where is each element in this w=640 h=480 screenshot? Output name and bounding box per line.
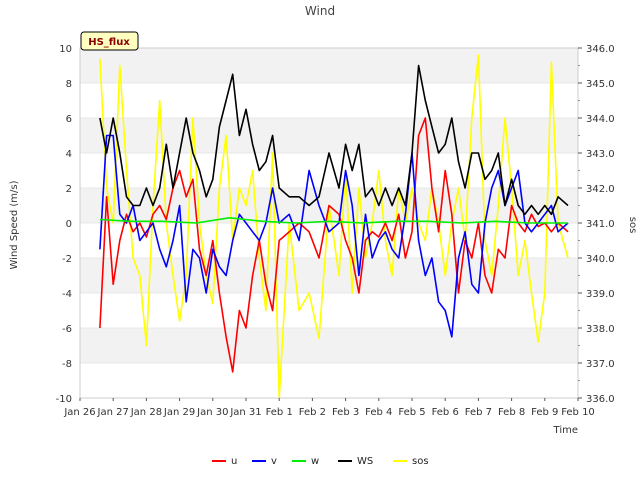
y-tick-label: -8	[62, 359, 72, 370]
y-tick-label: -2	[62, 254, 72, 265]
grid-band	[80, 258, 578, 293]
x-tick-label: Jan 27	[97, 407, 129, 418]
y-tick-label: 2	[66, 184, 72, 195]
y-tick-label: 8	[66, 79, 72, 90]
x-axis-label: Time	[553, 425, 578, 436]
y-tick-label: 4	[66, 149, 72, 160]
series-line-sos	[99, 54, 569, 399]
grid-band	[80, 83, 578, 118]
y-tick-label: -10	[56, 394, 72, 405]
y-right-tick-label: 345.0	[586, 79, 615, 90]
x-tick-label: Feb 9	[531, 407, 558, 418]
series-layer	[99, 54, 569, 399]
y-right-tick-label: 340.0	[586, 254, 615, 265]
y-right-tick-label: 336.0	[586, 394, 615, 405]
annotation-label: HS_flux	[88, 37, 130, 48]
y-tick-label: -6	[62, 324, 72, 335]
y-right-tick-label: 339.0	[586, 289, 615, 300]
series-line-w	[99, 217, 568, 224]
grid-band	[80, 328, 578, 363]
y-axis-right-label: sos	[627, 217, 638, 234]
x-tick-label: Jan 29	[163, 407, 195, 418]
x-tick-label: Feb 8	[498, 407, 525, 418]
y-right-tick-label: 338.0	[586, 324, 615, 335]
x-tick-label: Jan 28	[130, 407, 162, 418]
annotation-box: HS_flux	[80, 31, 139, 51]
y-right-tick-label: 337.0	[586, 359, 615, 370]
legend-label-ws: WS	[357, 456, 373, 467]
y-axis-left: -10 -8 -6 -4 -2 0 2 4 6 8 10	[56, 44, 72, 405]
x-tick-label: Feb 2	[299, 407, 326, 418]
legend-label-w: w	[311, 456, 319, 467]
grid-band	[80, 293, 578, 328]
grid-bands	[80, 47, 578, 399]
y-tick-label: 10	[59, 44, 72, 55]
x-tick-label: Feb 5	[398, 407, 425, 418]
y-right-tick-label: 346.0	[586, 44, 615, 55]
legend: u v w WS sos	[212, 456, 429, 467]
legend-label-sos: sos	[412, 456, 429, 467]
legend-label-v: v	[271, 456, 277, 467]
x-tick-label: Feb 1	[266, 407, 293, 418]
x-tick-label: Feb 7	[465, 407, 492, 418]
x-tick-label: Feb 6	[432, 407, 459, 418]
x-tick-label: Jan 31	[229, 407, 261, 418]
y-tick-label: 0	[66, 219, 72, 230]
x-tick-label: Jan 26	[63, 407, 95, 418]
series-line-ws	[99, 64, 569, 216]
series-line-v	[99, 134, 569, 338]
y-tick-label: 6	[66, 114, 72, 125]
y-axis-right: 336.0 337.0 338.0 339.0 340.0 341.0 342.0 343.0…	[578, 44, 615, 405]
grid-band	[80, 48, 578, 83]
y-axis-label: Wind Speed (m/s)	[9, 180, 20, 269]
y-right-tick-label: 344.0	[586, 114, 615, 125]
legend-label-u: u	[231, 456, 237, 467]
x-tick-label: Feb 4	[365, 407, 392, 418]
chart-title: Wind	[305, 4, 335, 18]
y-right-tick-label: 343.0	[586, 149, 615, 160]
x-tick-label: Feb 3	[332, 407, 359, 418]
x-tick-label: Feb 10	[561, 407, 595, 418]
x-axis: Jan 26 Jan 27 Jan 28 Jan 29 Jan 30 Jan 31 Feb …	[63, 398, 595, 418]
y-right-tick-label: 342.0	[586, 184, 615, 195]
y-tick-label: -4	[62, 289, 72, 300]
x-tick-label: Jan 30	[196, 407, 228, 418]
y-right-tick-label: 341.0	[586, 219, 615, 230]
grid-band	[80, 363, 578, 398]
